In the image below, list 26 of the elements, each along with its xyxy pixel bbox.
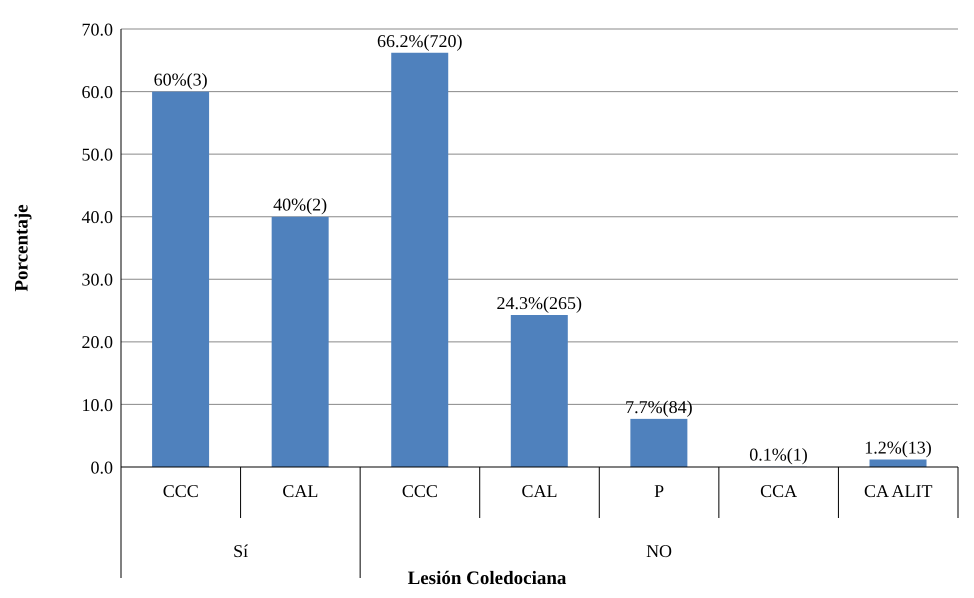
y-tick-label: 50.0: [82, 144, 113, 165]
data-label: 40%(2): [273, 194, 328, 215]
text: NO: [646, 541, 672, 561]
data-label: 7.7%(84): [625, 396, 693, 417]
y-tick-label: 40.0: [82, 207, 113, 228]
text: Sí: [233, 541, 248, 561]
x-tick-label: P: [654, 481, 664, 501]
y-tick-label: 70.0: [82, 19, 113, 40]
y-tick-label: 60.0: [82, 82, 113, 102]
x-axis-title: Lesión Coledociana: [406, 568, 568, 590]
x-tick-label: CCA: [760, 481, 798, 501]
data-label: 60%(3): [154, 70, 208, 90]
x-tick-label: CA ALIT: [864, 481, 932, 501]
x-tick-label: CCC: [402, 481, 438, 501]
data-label: 0.1%(1): [749, 444, 808, 464]
y-tick-label: 0.0: [90, 457, 113, 478]
data-label: 1.2%(13): [864, 437, 932, 458]
y-axis-title: Porcentaje: [12, 204, 34, 292]
y-tick-label: 30.0: [82, 270, 113, 290]
data-label: 24.3%(265): [496, 292, 582, 313]
x-tick-label: CCC: [162, 481, 199, 501]
x-tick-label: CAL: [282, 481, 318, 501]
data-label: 66.2%(720): [376, 30, 462, 51]
x-tick-label: CAL: [522, 481, 558, 501]
y-tick-label: 20.0: [82, 332, 113, 352]
y-tick-label: 10.0: [82, 394, 113, 415]
